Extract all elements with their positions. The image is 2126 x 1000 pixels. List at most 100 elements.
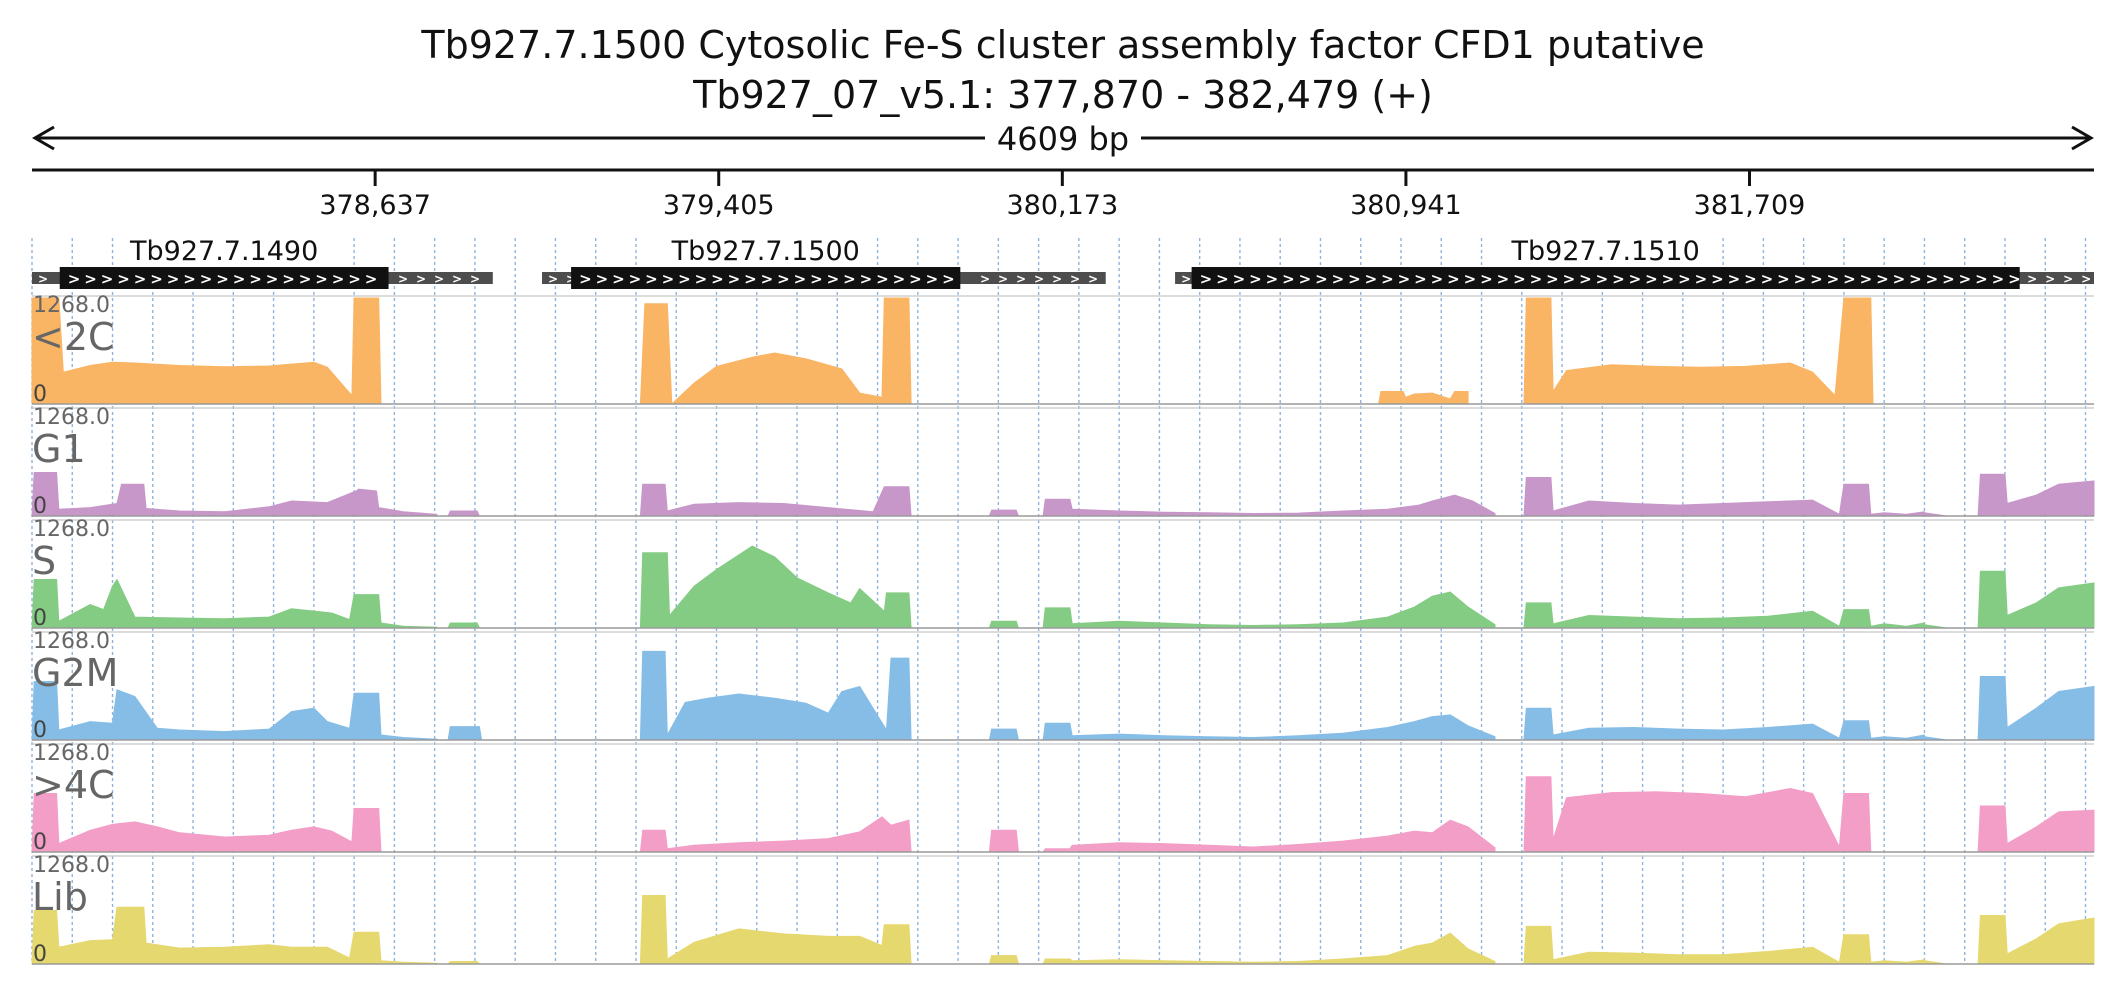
span-arrow-left-head xyxy=(32,125,55,151)
track-ymin-label: 0 xyxy=(33,494,47,519)
coverage-area xyxy=(31,297,382,405)
strand-arrow: > xyxy=(398,272,408,286)
coverage-area xyxy=(988,829,1020,853)
strand-arrow: > xyxy=(1497,270,1510,288)
track-ymax-label: 1268.0 xyxy=(33,517,110,542)
strand-arrow: > xyxy=(452,272,462,286)
coverage-area xyxy=(31,681,438,741)
coverage-area xyxy=(1977,570,2095,629)
gene-label: Tb927.7.1490 xyxy=(129,236,318,267)
strand-arrow: > xyxy=(942,270,955,288)
strand-arrow: > xyxy=(1034,272,1044,286)
strand-arrow: > xyxy=(612,270,625,288)
strand-arrow: > xyxy=(2008,270,2021,288)
strand-arrow: > xyxy=(761,270,774,288)
coverage-area xyxy=(1042,819,1496,853)
strand-arrow: > xyxy=(827,270,840,288)
coverage-area xyxy=(31,578,438,629)
strand-arrow: > xyxy=(1810,270,1823,288)
track-name-label: >4C xyxy=(32,763,115,807)
strand-arrow: > xyxy=(1695,270,1708,288)
strand-arrow: > xyxy=(1662,270,1675,288)
strand-arrow: > xyxy=(249,270,262,288)
strand-arrow: > xyxy=(843,270,856,288)
strand-arrow: > xyxy=(566,272,576,286)
strand-arrow: > xyxy=(1070,272,1080,286)
strand-arrow: > xyxy=(1596,270,1609,288)
track-name-label: Lib xyxy=(32,875,88,919)
coverage-area xyxy=(1523,477,1947,517)
strand-arrow: > xyxy=(711,270,724,288)
strand-arrow: > xyxy=(200,270,213,288)
strand-arrow: > xyxy=(38,272,48,286)
coverage-area xyxy=(1042,714,1496,741)
track-ymin-label: 0 xyxy=(33,942,47,967)
coverage-area xyxy=(447,726,483,741)
strand-arrow: > xyxy=(1332,270,1345,288)
track-name-label: G1 xyxy=(32,427,86,471)
strand-arrow: > xyxy=(1744,270,1757,288)
coverage-area xyxy=(31,793,382,853)
strand-arrow: > xyxy=(1414,270,1427,288)
strand-arrow: > xyxy=(183,270,196,288)
strand-arrow: > xyxy=(662,270,675,288)
strand-arrow: > xyxy=(744,270,757,288)
track-ymax-label: 1268.0 xyxy=(33,629,110,654)
strand-arrow: > xyxy=(810,270,823,288)
strand-arrow: > xyxy=(1777,270,1790,288)
strand-arrow: > xyxy=(1233,270,1246,288)
track-name-label: G2M xyxy=(32,651,118,695)
coverage-area xyxy=(639,650,912,741)
strand-arrow: > xyxy=(1711,270,1724,288)
strand-arrow: > xyxy=(1398,270,1411,288)
strand-arrow: > xyxy=(315,270,328,288)
span-length-label: 4609 bp xyxy=(997,120,1129,158)
strand-arrow: > xyxy=(645,270,658,288)
strand-arrow: > xyxy=(1530,270,1543,288)
track-ymax-label: 1268.0 xyxy=(33,293,110,318)
span-label-bg xyxy=(985,118,1141,158)
strand-arrow: > xyxy=(1728,270,1741,288)
strand-arrow: > xyxy=(1299,270,1312,288)
strand-arrow: > xyxy=(876,270,889,288)
strand-arrow: > xyxy=(1249,270,1262,288)
strand-arrow: > xyxy=(1992,270,2005,288)
strand-arrow: > xyxy=(1513,270,1526,288)
coverage-area xyxy=(1523,297,1874,405)
strand-arrow: > xyxy=(216,270,229,288)
ruler-tick-label: 380,173 xyxy=(1007,190,1119,221)
strand-arrow: > xyxy=(1843,270,1856,288)
strand-arrow: > xyxy=(1893,270,1906,288)
gene-cds xyxy=(571,267,961,289)
strand-arrow: > xyxy=(1266,270,1279,288)
strand-arrow: > xyxy=(1016,272,1026,286)
strand-arrow: > xyxy=(1678,270,1691,288)
strand-arrow: > xyxy=(1909,270,1922,288)
strand-arrow: > xyxy=(1926,270,1939,288)
strand-arrow: > xyxy=(777,270,790,288)
strand-arrow: > xyxy=(909,270,922,288)
strand-arrow: > xyxy=(1579,270,1592,288)
strand-arrow: > xyxy=(68,270,81,288)
strand-arrow: > xyxy=(2027,272,2037,286)
track-ymax-label: 1268.0 xyxy=(33,741,110,766)
strand-arrow: > xyxy=(1876,270,1889,288)
strand-arrow: > xyxy=(794,270,807,288)
track-name-label: S xyxy=(32,539,56,583)
strand-arrow: > xyxy=(1827,270,1840,288)
coverage-area xyxy=(1377,391,1469,405)
strand-arrow: > xyxy=(84,270,97,288)
strand-arrow: > xyxy=(167,270,180,288)
coverage-area xyxy=(1523,925,1947,965)
coverage-area xyxy=(639,895,912,965)
coverage-area xyxy=(31,472,438,517)
strand-arrow: > xyxy=(1959,270,1972,288)
strand-arrow: > xyxy=(150,270,163,288)
strand-arrow: > xyxy=(1348,270,1361,288)
strand-arrow: > xyxy=(1761,270,1774,288)
coverage-area xyxy=(1523,776,1872,853)
strand-arrow: > xyxy=(134,270,147,288)
strand-arrow: > xyxy=(1464,270,1477,288)
strand-arrow: > xyxy=(117,270,130,288)
coverage-area xyxy=(1523,602,1947,629)
